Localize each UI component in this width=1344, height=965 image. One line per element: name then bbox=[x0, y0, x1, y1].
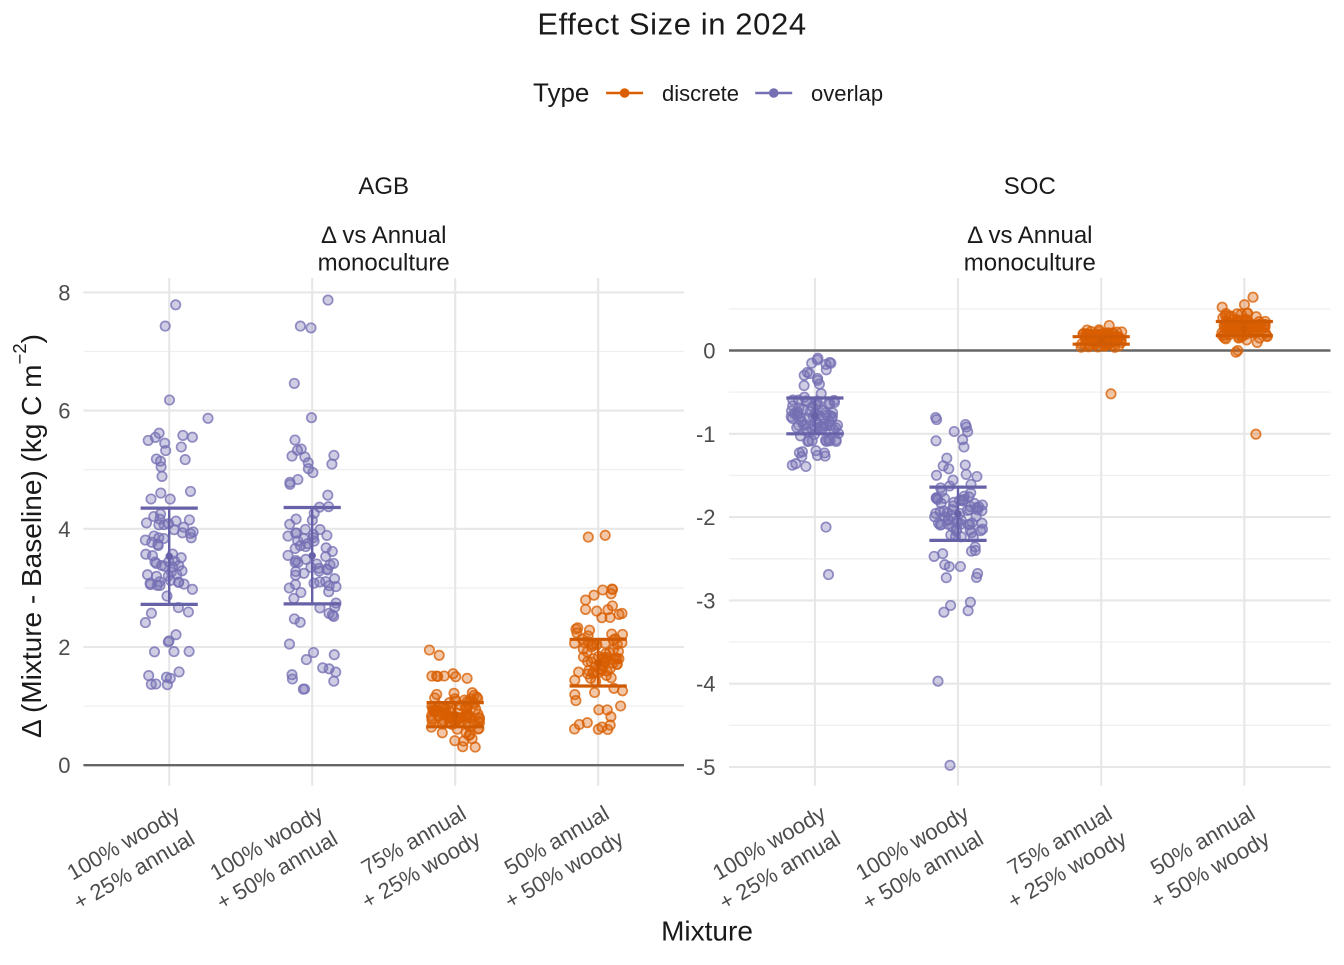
svg-text:8: 8 bbox=[58, 280, 70, 305]
svg-text:4: 4 bbox=[58, 517, 70, 542]
svg-text:2: 2 bbox=[58, 635, 70, 660]
svg-text:-2: -2 bbox=[696, 505, 716, 530]
svg-text:Type: Type bbox=[533, 78, 589, 108]
svg-text:0: 0 bbox=[58, 753, 70, 778]
svg-text:-5: -5 bbox=[696, 755, 716, 780]
svg-text:SOC: SOC bbox=[1004, 173, 1056, 200]
svg-text:monoculture: monoculture bbox=[318, 250, 450, 277]
svg-text:6: 6 bbox=[58, 399, 70, 424]
svg-text:0: 0 bbox=[703, 339, 715, 364]
svg-text:Mixture: Mixture bbox=[661, 916, 753, 947]
svg-text:AGB: AGB bbox=[358, 173, 409, 200]
svg-text:Effect Size in 2024: Effect Size in 2024 bbox=[537, 7, 806, 42]
svg-text:-4: -4 bbox=[696, 672, 716, 697]
svg-text:-3: -3 bbox=[696, 588, 716, 613]
svg-text:Δ vs Annual: Δ vs Annual bbox=[321, 222, 446, 249]
svg-text:overlap: overlap bbox=[811, 81, 883, 106]
svg-text:Δ (Mixture - Baseline) (kg C m: Δ (Mixture - Baseline) (kg C m−2) bbox=[9, 334, 47, 738]
svg-text:discrete: discrete bbox=[662, 81, 739, 106]
svg-text:-1: -1 bbox=[696, 422, 716, 447]
svg-text:Δ vs Annual: Δ vs Annual bbox=[967, 222, 1092, 249]
svg-text:monoculture: monoculture bbox=[964, 250, 1096, 277]
